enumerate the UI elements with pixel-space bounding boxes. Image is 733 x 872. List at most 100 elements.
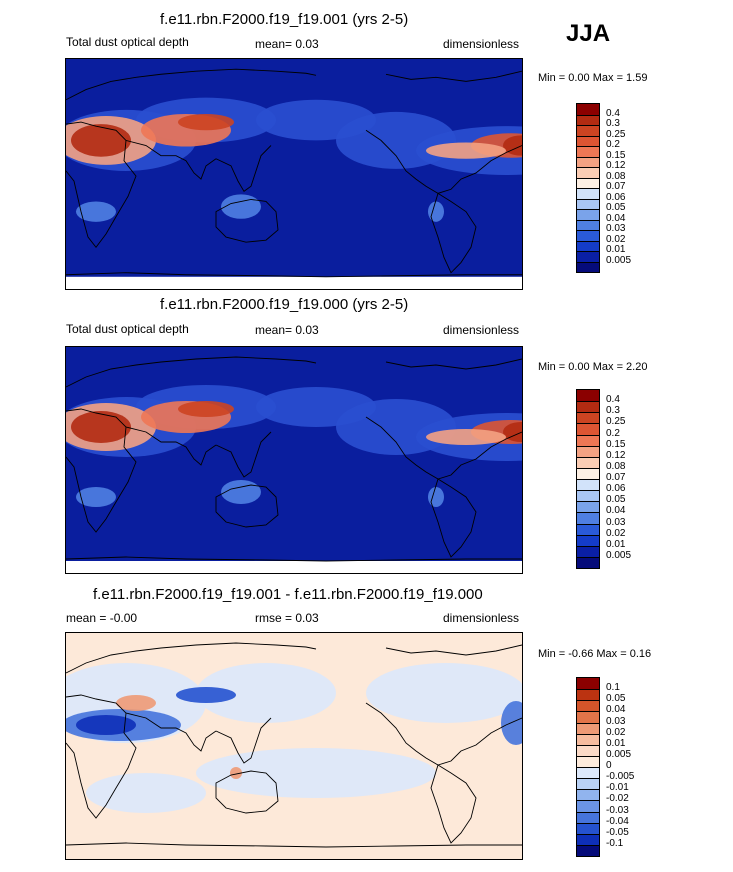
colorbar-tick-label: 0.03 bbox=[606, 516, 626, 528]
coastline bbox=[66, 272, 522, 278]
coastline bbox=[430, 764, 477, 844]
colorbar-tick-label: 0.06 bbox=[606, 483, 626, 495]
season-label: JJA bbox=[566, 20, 611, 47]
colorbar-tick-label: 0 bbox=[606, 760, 612, 771]
colorbar-swatch bbox=[577, 534, 599, 546]
field-contour bbox=[256, 387, 376, 427]
colorbar-swatch bbox=[577, 198, 599, 209]
coastline bbox=[66, 842, 522, 848]
panel3-title: f.e11.rbn.F2000.f19_f19.001 - f.e11.rbn.… bbox=[93, 586, 483, 603]
coastline bbox=[215, 770, 279, 814]
colorbar-swatch bbox=[577, 512, 599, 524]
coastline bbox=[66, 694, 137, 819]
colorbar-swatch bbox=[577, 135, 599, 146]
field-contour bbox=[426, 142, 506, 159]
colorbar-tick-label: 0.03 bbox=[606, 715, 626, 727]
colorbar-swatch bbox=[577, 722, 599, 734]
colorbar-tick-label: 0.07 bbox=[606, 181, 626, 192]
colorbar-tick-label: -0.04 bbox=[606, 815, 629, 827]
colorbar-swatch bbox=[577, 767, 599, 779]
colorbar-tick-label: -0.01 bbox=[606, 782, 629, 794]
field-contour bbox=[221, 194, 261, 219]
colorbar-swatch bbox=[577, 755, 599, 767]
panel1-mean: mean= 0.03 bbox=[255, 37, 319, 51]
colorbar-swatch bbox=[577, 114, 599, 125]
field-contour bbox=[76, 201, 116, 222]
colorbar-swatch bbox=[577, 146, 599, 157]
colorbar-tick-label: 0.15 bbox=[606, 438, 626, 450]
colorbar-swatch bbox=[577, 833, 599, 845]
map-background bbox=[66, 59, 522, 289]
colorbar-tick-label: 0.07 bbox=[606, 472, 626, 483]
colorbar-tick-label: 0.005 bbox=[606, 549, 632, 561]
map-background bbox=[66, 347, 522, 573]
colorbar-swatch bbox=[577, 209, 599, 220]
field-contour bbox=[428, 487, 444, 507]
panel3-colorbar bbox=[576, 677, 600, 857]
missing-data-band bbox=[66, 561, 522, 573]
colorbar-swatch bbox=[577, 700, 599, 712]
coastline bbox=[215, 484, 279, 528]
coastline bbox=[66, 121, 137, 249]
field-contour bbox=[178, 401, 234, 417]
colorbar-tick-label: 0.25 bbox=[606, 128, 626, 140]
coastline bbox=[430, 478, 477, 558]
panel1-colorbar bbox=[576, 103, 600, 273]
colorbar-swatch bbox=[577, 501, 599, 513]
colorbar-tick-label: 0.05 bbox=[606, 202, 626, 213]
panel2-colorbar bbox=[576, 389, 600, 569]
colorbar-tick-label: -0.1 bbox=[606, 837, 624, 849]
colorbar-tick-label: 0.005 bbox=[606, 254, 632, 266]
field-contour bbox=[503, 422, 522, 442]
coastline bbox=[430, 192, 477, 274]
colorbar-swatch bbox=[577, 156, 599, 167]
panel1-units: dimensionless bbox=[443, 37, 520, 51]
colorbar-tick-label: 0.02 bbox=[606, 527, 626, 539]
colorbar-tick-label: 0.005 bbox=[606, 748, 632, 760]
colorbar-tick-label: 0.4 bbox=[606, 394, 620, 406]
panel3-units: dimensionless bbox=[443, 611, 520, 625]
panel2-mean: mean= 0.03 bbox=[255, 323, 319, 337]
panel2-minmax: Min = 0.00 Max = 2.20 bbox=[538, 361, 648, 373]
colorbar-swatch bbox=[577, 811, 599, 823]
field-contour bbox=[71, 124, 131, 157]
colorbar-tick-label: 0.04 bbox=[606, 704, 626, 716]
colorbar-swatch bbox=[577, 479, 599, 491]
colorbar-tick-label: 0.12 bbox=[606, 160, 626, 171]
field-contour bbox=[76, 487, 116, 507]
colorbar-tick-label: -0.02 bbox=[606, 793, 629, 805]
field-contour bbox=[503, 135, 522, 156]
colorbar-swatch bbox=[577, 523, 599, 535]
coastline bbox=[66, 556, 522, 562]
colorbar-tick-label: 0.05 bbox=[606, 693, 626, 705]
colorbar-swatch bbox=[577, 689, 599, 701]
coastline bbox=[125, 712, 217, 752]
field-contour bbox=[221, 480, 261, 504]
colorbar-swatch bbox=[577, 789, 599, 801]
colorbar-swatch bbox=[577, 104, 599, 115]
colorbar-tick-label: -0.005 bbox=[606, 771, 635, 783]
colorbar-swatch bbox=[577, 822, 599, 834]
colorbar-tick-label: 0.04 bbox=[606, 505, 626, 517]
colorbar-tick-label: 0.25 bbox=[606, 416, 626, 428]
colorbar-swatch bbox=[577, 423, 599, 435]
map-canvas bbox=[66, 633, 522, 859]
field-contour bbox=[178, 113, 234, 131]
colorbar-tick-label: 0.02 bbox=[606, 726, 626, 738]
colorbar-tick-label: 0.3 bbox=[606, 118, 620, 129]
colorbar-swatch bbox=[577, 251, 599, 262]
coastline bbox=[215, 431, 272, 478]
panel1-title: f.e11.rbn.F2000.f19_f19.001 (yrs 2-5) bbox=[160, 11, 409, 28]
field-contour bbox=[256, 99, 376, 141]
colorbar-tick-label: 0.05 bbox=[606, 494, 626, 506]
field-contour bbox=[76, 715, 136, 735]
panel3-mean: mean = -0.00 bbox=[66, 611, 138, 625]
colorbar-tick-label: 0.01 bbox=[606, 244, 626, 255]
panel2-units: dimensionless bbox=[443, 323, 520, 337]
colorbar-swatch bbox=[577, 490, 599, 502]
colorbar-swatch bbox=[577, 230, 599, 241]
colorbar-swatch bbox=[577, 711, 599, 723]
colorbar-swatch bbox=[577, 434, 599, 446]
colorbar-swatch bbox=[577, 744, 599, 756]
colorbar-swatch bbox=[577, 401, 599, 413]
